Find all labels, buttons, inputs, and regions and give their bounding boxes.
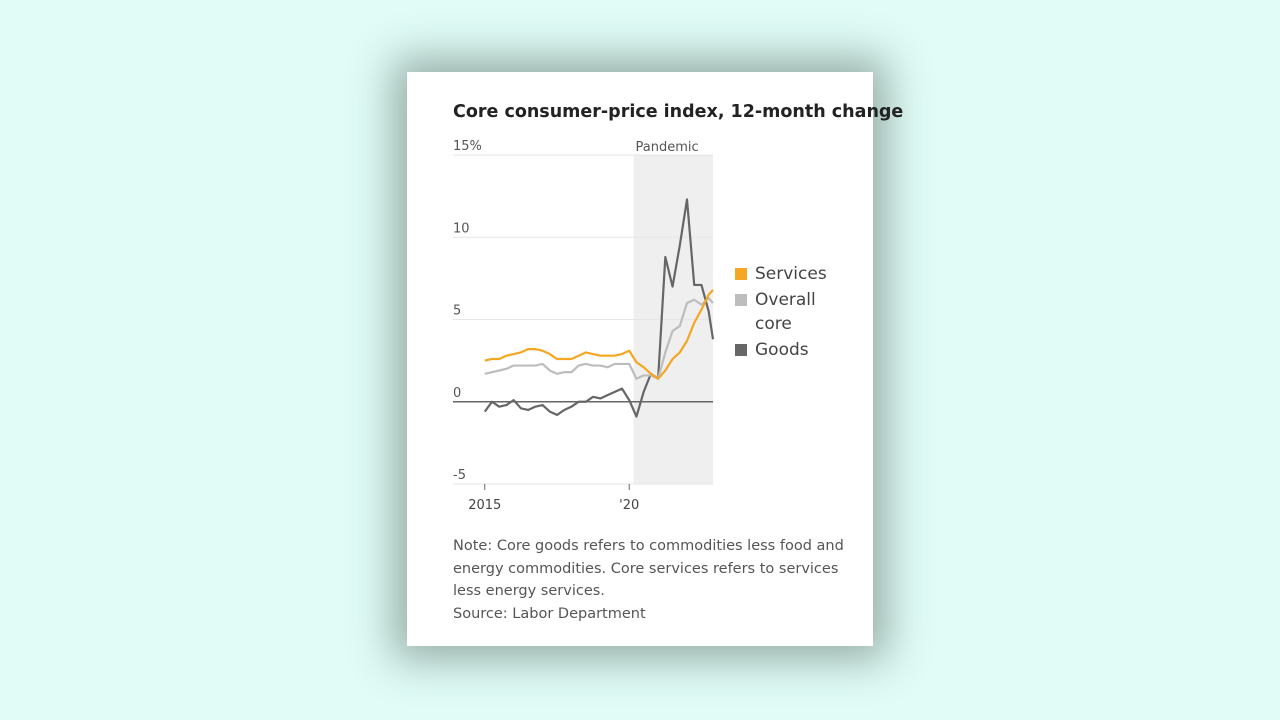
legend-item: Overall core xyxy=(735,288,845,336)
legend-label: Services xyxy=(755,264,827,284)
chart-title: Core consumer-price index, 12-month chan… xyxy=(453,102,903,122)
notes: Note: Core goods refers to commodities l… xyxy=(453,535,853,625)
y-tick-label: -5 xyxy=(453,468,466,483)
x-tick-label: '20 xyxy=(619,498,639,513)
note: Note: Core goods refers to commodities l… xyxy=(453,538,844,599)
source: Source: Labor Department xyxy=(453,605,646,622)
x-tick-label: 2015 xyxy=(468,498,501,513)
series-line xyxy=(483,198,715,418)
y-tick-label: 15% xyxy=(453,139,482,154)
y-tick-label: 0 xyxy=(453,386,461,401)
shade-label: Pandemic xyxy=(636,140,699,155)
series-line xyxy=(484,289,714,380)
legend-swatch xyxy=(735,294,747,306)
legend-item: Goods xyxy=(735,338,845,362)
legend-swatch xyxy=(735,268,747,280)
legend-swatch xyxy=(735,344,747,356)
legend-label: Goods xyxy=(755,340,809,360)
y-tick-label: 10 xyxy=(453,221,470,236)
legend: Services Overall core Goods xyxy=(735,262,845,364)
legend-label: Overall core xyxy=(755,290,816,334)
y-tick-label: 5 xyxy=(453,304,461,319)
series-line xyxy=(484,297,714,380)
legend-item: Services xyxy=(735,262,845,286)
